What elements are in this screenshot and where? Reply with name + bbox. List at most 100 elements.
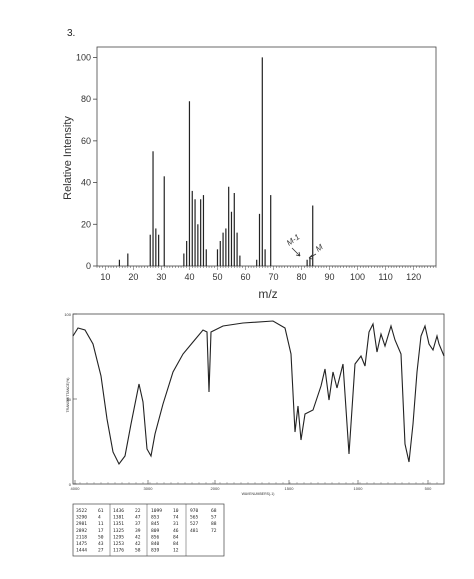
ms-y-axis-label: Relative Intensity — [62, 116, 74, 200]
peak-table-cell: 2892 — [76, 528, 87, 534]
ir-y-tick-label: 50 — [67, 397, 72, 402]
peak-table-cell: 42 — [135, 541, 141, 547]
ir-x-axis-label: WAVENUMBERS(-1) — [242, 492, 275, 496]
peak-table-cell: 31 — [173, 521, 179, 527]
ms-y-tick-label: 20 — [81, 219, 91, 229]
peak-table-cell: 1436 — [113, 508, 124, 514]
peak-table-cell: 565 — [190, 515, 199, 521]
peak-table-cell: 11 — [98, 521, 104, 527]
peak-table-cell: 527 — [190, 521, 199, 527]
peak-table-cell: 47 — [135, 515, 141, 521]
ms-x-tick-label: 70 — [268, 272, 278, 282]
peak-table-cell: 1176 — [113, 548, 124, 554]
peak-table-cell: 10 — [173, 508, 179, 514]
ir-x-ticks: 4000 3000 2000 1500 1000 500 — [71, 480, 445, 491]
peak-table-cell: 1325 — [113, 528, 124, 534]
peak-table-cell: 39 — [135, 528, 141, 534]
peak-table-cell: 22 — [135, 508, 141, 514]
peak-table-cell: 1351 — [113, 521, 124, 527]
ms-x-tick-label: 20 — [128, 272, 138, 282]
annotation-m-minus-1-arrow — [291, 247, 301, 257]
peak-table-cell: 481 — [190, 528, 199, 534]
ir-x-tick-label: 2000 — [211, 486, 221, 491]
peak-table-cell: 1099 — [151, 508, 162, 514]
ms-x-tick-label: 40 — [184, 272, 194, 282]
ir-x-tick-label: 4000 — [71, 486, 81, 491]
peak-table-cell: 46 — [173, 528, 179, 534]
peak-table-cell: 845 — [151, 521, 160, 527]
peak-table-cell: 840 — [151, 541, 160, 547]
ms-y-tick-label: 40 — [81, 178, 91, 188]
peak-table-cell: 853 — [151, 515, 160, 521]
ir-plot-frame — [72, 313, 445, 485]
ms-x-axis-label: m/z — [258, 287, 277, 301]
peak-table-cell: 856 — [151, 534, 160, 540]
ir-y-axis-label: TRANSMITTANCE(%) — [66, 378, 70, 413]
peak-table-cell: 1444 — [76, 548, 87, 554]
peak-table-cell: 61 — [98, 508, 104, 514]
ir-x-tick-label: 1000 — [354, 486, 364, 491]
ir-x-tick-label: 1500 — [285, 486, 295, 491]
peak-table-cell: 42 — [135, 534, 141, 540]
ms-x-tick-label: 50 — [212, 272, 222, 282]
ms-x-tick-label: 100 — [350, 272, 365, 282]
ms-y-tick-label: 100 — [76, 52, 91, 62]
mass-spectrum: 0 20 40 60 80 100 10 20 30 40 50 60 70 80 90 100 110 120… — [62, 46, 437, 301]
peak-table-cell: 88 — [211, 521, 217, 527]
ms-x-tick-label: 10 — [100, 272, 110, 282]
peak-table-cell: 3290 — [76, 515, 87, 521]
peak-table-cell: 37 — [135, 521, 141, 527]
problem-number: 3. — [67, 28, 76, 39]
ir-y-tick-label: 100 — [64, 312, 71, 317]
peak-table-cell: 839 — [151, 548, 160, 554]
ms-peaks — [118, 57, 314, 266]
peak-table-cell: 4 — [98, 515, 101, 521]
ir-y-ticks: 100 50 0 — [64, 312, 77, 487]
annotation-m: M — [314, 242, 325, 253]
ms-x-ticks: 10 20 30 40 50 60 70 80 90 100 110 120 — [96, 266, 437, 282]
peak-table-frame — [72, 503, 225, 557]
peak-table-cell: 58 — [135, 548, 141, 554]
peak-table-cell: 2981 — [76, 521, 87, 527]
peak-table-cell: 17 — [98, 528, 104, 534]
peak-table-cell: 84 — [173, 541, 179, 547]
peak-table-cell: 12 — [173, 548, 179, 554]
peak-table-cell: 84 — [173, 534, 179, 540]
peak-table-cell: 2118 — [76, 534, 87, 540]
peak-table-cell: 3522 — [76, 508, 87, 514]
peak-table-cells: 3522 61 1436 22 1099 10 970 68 3290 4 1381 47 853 74 5… — [76, 508, 217, 554]
ms-plot-frame — [96, 46, 437, 267]
annotation-m-minus-1: M-1 — [285, 232, 301, 247]
peak-table-cell: 1475 — [76, 541, 87, 547]
peak-table-cell: 72 — [211, 528, 217, 534]
peak-table-cell: 970 — [190, 508, 199, 514]
ms-x-tick-label: 120 — [406, 272, 421, 282]
peak-table-cell: 1253 — [113, 541, 124, 547]
peak-table-cell: 809 — [151, 528, 160, 534]
ms-y-tick-label: 60 — [81, 136, 91, 146]
peak-table-cell: 1381 — [113, 515, 124, 521]
ms-x-tick-label: 80 — [297, 272, 307, 282]
ms-x-tick-label: 60 — [240, 272, 250, 282]
ir-peak-table: 3522 61 1436 22 1099 10 970 68 3290 4 1381 47 853 74 5… — [72, 503, 225, 557]
peak-table-cell: 74 — [173, 515, 179, 521]
ir-transmittance-trace — [72, 320, 445, 466]
ms-y-tick-label: 80 — [81, 94, 91, 104]
ir-x-tick-label: 500 — [425, 486, 432, 491]
peak-table-cell: 68 — [211, 508, 217, 514]
ms-x-tick-label: 110 — [378, 272, 392, 282]
ms-y-tick-label: 0 — [86, 261, 91, 271]
ms-x-tick-label: 30 — [156, 272, 166, 282]
peak-table-cell: 57 — [211, 515, 217, 521]
ms-x-tick-label: 90 — [325, 272, 335, 282]
peak-table-cell: 1295 — [113, 534, 124, 540]
peak-table-cell: 50 — [98, 534, 104, 540]
ir-y-tick-label: 0 — [69, 482, 72, 487]
annotation-m-arrow — [308, 253, 317, 260]
peak-table-cell: 27 — [98, 548, 104, 554]
ms-y-ticks: 0 20 40 60 80 100 — [76, 52, 97, 271]
peak-table-cell: 43 — [98, 541, 104, 547]
ir-x-tick-label: 3000 — [144, 486, 154, 491]
